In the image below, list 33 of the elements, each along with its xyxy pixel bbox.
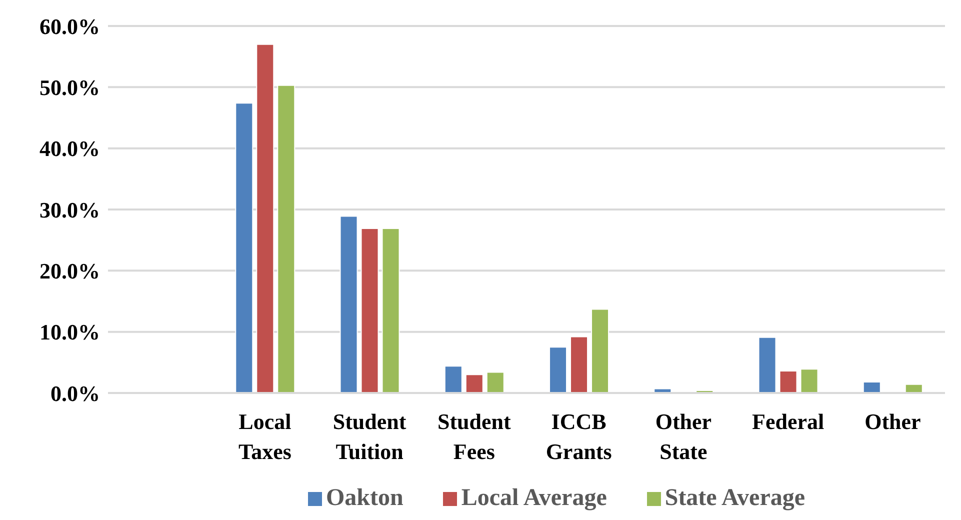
bar [444, 366, 462, 393]
bar [758, 336, 776, 393]
legend-label: Local Average [461, 485, 607, 511]
x-tick-label: Local Taxes [238, 409, 292, 464]
y-tick-label: 30.0% [40, 197, 100, 222]
x-tick-label: Student Fees [438, 409, 512, 464]
x-tick-label: ICCB Grants [546, 409, 612, 464]
bar [277, 84, 296, 393]
bar [549, 346, 568, 393]
bar [340, 216, 358, 393]
bar [382, 228, 400, 393]
bar [591, 308, 610, 393]
legend-label: State Average [664, 485, 806, 511]
x-tick-label: Other [864, 409, 922, 434]
y-tick-label: 60.0% [40, 14, 100, 39]
bar [862, 381, 881, 393]
x-tick-label: Federal [752, 409, 824, 434]
bar [465, 374, 484, 393]
y-tick-label: 40.0% [40, 136, 100, 162]
y-tick-label: 50.0% [40, 74, 100, 100]
y-tick-label: 10.0% [40, 320, 100, 345]
bar [256, 44, 274, 393]
bar [486, 372, 504, 393]
bar [235, 102, 254, 393]
y-tick-label: 0.0% [50, 380, 100, 406]
x-tick-label: Student Tuition [332, 409, 407, 464]
bar [570, 336, 588, 393]
bar [779, 370, 798, 393]
y-tick-label: 20.0% [40, 258, 100, 284]
x-tick-label: Other State [655, 409, 712, 464]
bar [800, 368, 818, 393]
bar [360, 228, 379, 393]
legend-label: Oakton [326, 485, 404, 511]
